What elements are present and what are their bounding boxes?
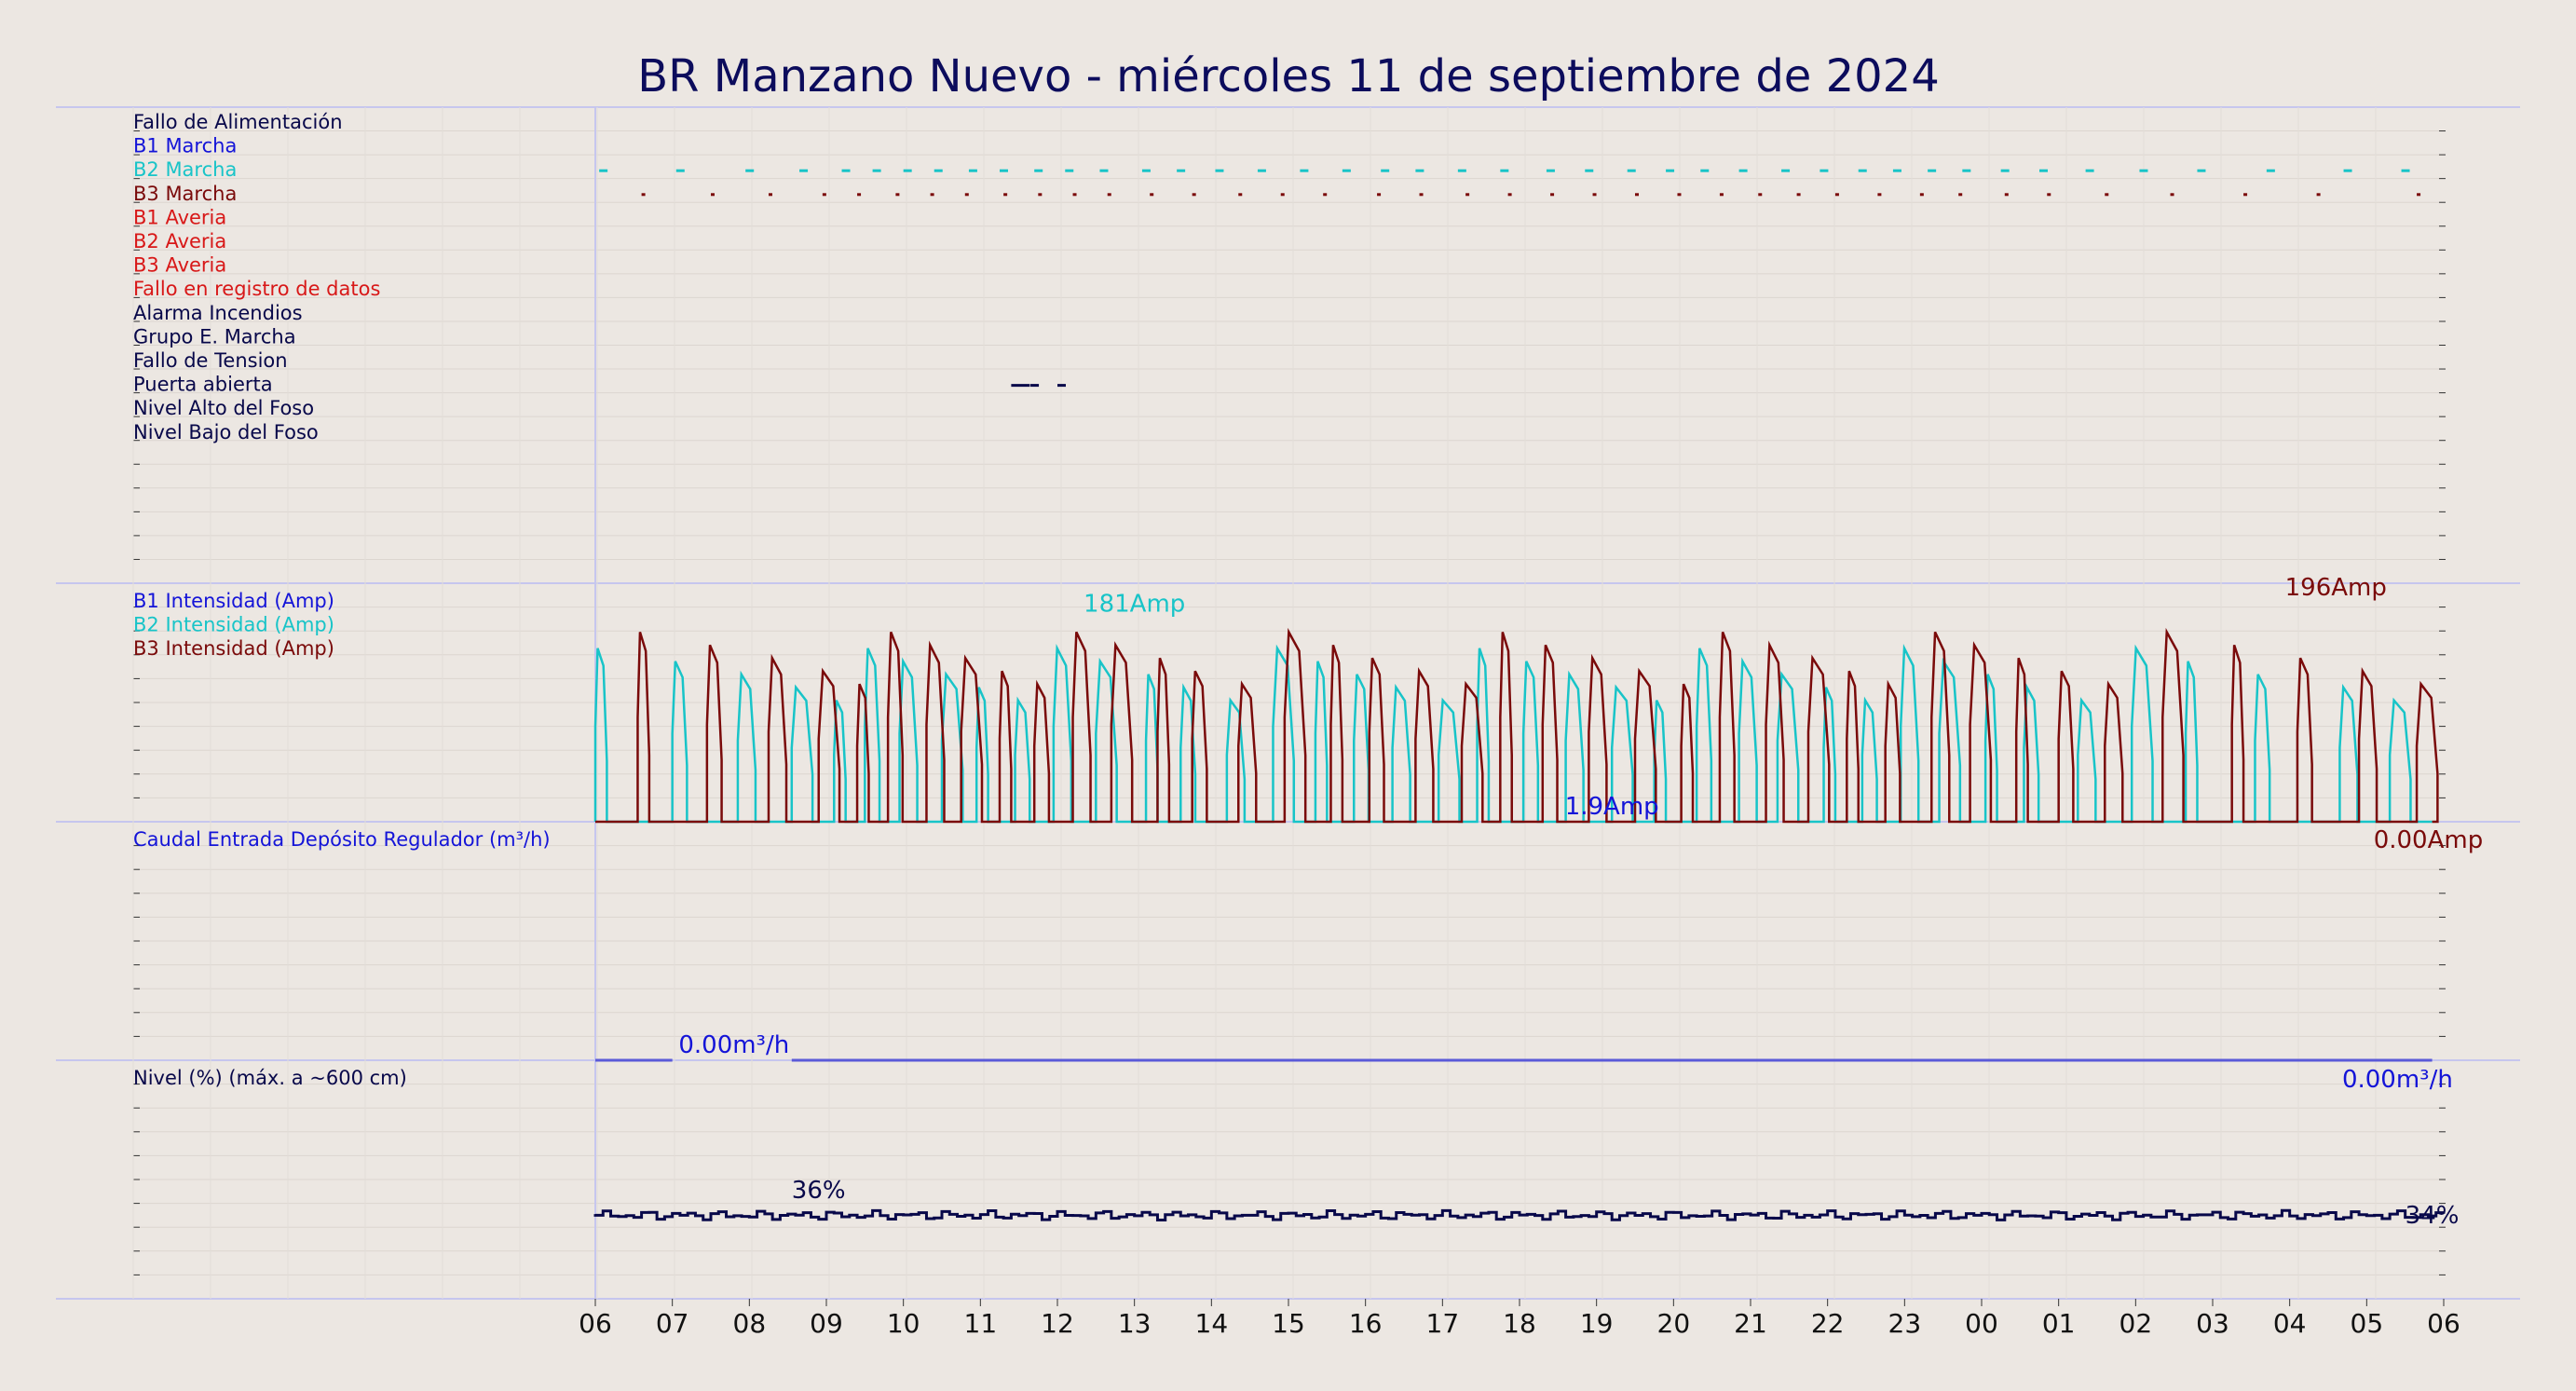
series-label: Puerta abierta	[133, 374, 273, 396]
x-tick-label: 20	[1657, 1308, 1691, 1339]
data-label: 36%	[792, 1177, 846, 1205]
x-tick-label: 07	[656, 1308, 689, 1339]
data-label: 0.00m³/h	[2342, 1066, 2453, 1094]
series-label: B1 Averia	[133, 206, 226, 228]
caudal-panel: Caudal Entrada Depósito Regulador (m³/h)…	[133, 828, 2453, 1094]
x-tick-label: 16	[1349, 1308, 1383, 1339]
data-label: 1.9Amp	[1565, 793, 1659, 821]
x-tick-label: 09	[810, 1308, 843, 1339]
series-label: B1 Marcha	[133, 135, 237, 157]
x-axis: 06 07 08 09 10 11 12 13 14 15 16 17 18 19 20 21 22 23 00 01…	[579, 1299, 2460, 1339]
x-tick-label: 00	[1965, 1308, 1998, 1339]
x-tick-label: 02	[2119, 1308, 2153, 1339]
x-tick-label: 03	[2196, 1308, 2229, 1339]
x-tick-label: 18	[1503, 1308, 1536, 1339]
series-label: Nivel (%) (máx. a ~600 cm)	[133, 1067, 407, 1089]
series-label: Grupo E. Marcha	[133, 325, 296, 348]
x-tick-label: 05	[2351, 1308, 2384, 1339]
series-label: Nivel Alto del Foso	[133, 397, 314, 419]
x-tick-label: 01	[2042, 1308, 2076, 1339]
x-tick-label: 06	[579, 1308, 612, 1339]
intensidad-panel: B1 Intensidad (Amp)B2 Intensidad (Amp)B3…	[133, 574, 2483, 854]
chart-title: BR Manzano Nuevo - miércoles 11 de septi…	[637, 50, 1940, 102]
x-tick-label: 15	[1272, 1308, 1305, 1339]
x-tick-label: 22	[1811, 1308, 1845, 1339]
x-tick-label: 08	[733, 1308, 767, 1339]
series-line	[595, 627, 2439, 824]
x-tick-label: 17	[1426, 1308, 1460, 1339]
x-tick-label: 11	[964, 1308, 998, 1339]
x-tick-label: 21	[1734, 1308, 1767, 1339]
x-tick-label: 19	[1580, 1308, 1614, 1339]
x-tick-label: 12	[1041, 1308, 1074, 1339]
series-label: Fallo en registro de datos	[133, 278, 380, 300]
data-label: 34%	[2406, 1202, 2460, 1230]
data-label: 0.00Amp	[2374, 826, 2484, 854]
series-line	[593, 1208, 2446, 1222]
series-label: B2 Marcha	[133, 158, 237, 181]
x-tick-label: 06	[2427, 1308, 2460, 1339]
series-label: Caudal Entrada Depósito Regulador (m³/h)	[133, 828, 551, 851]
series-label: B1 Intensidad (Amp)	[133, 590, 334, 612]
series-label: Fallo de Alimentación	[133, 111, 343, 133]
series-label: Nivel Bajo del Foso	[133, 421, 319, 443]
x-tick-label: 23	[1888, 1308, 1922, 1339]
series-label: Alarma Incendios	[133, 302, 303, 324]
x-tick-label: 14	[1195, 1308, 1229, 1339]
nivel-panel: Nivel (%) (máx. a ~600 cm) 36% 34%	[133, 1067, 2459, 1230]
data-label: 196Amp	[2285, 574, 2387, 602]
data-label: 181Amp	[1084, 590, 1185, 618]
series-label: Fallo de Tension	[133, 349, 288, 372]
series-label: B3 Averia	[133, 254, 226, 277]
series-label: B3 Marcha	[133, 183, 237, 205]
x-tick-label: 10	[887, 1308, 920, 1339]
x-tick-label: 04	[2273, 1308, 2307, 1339]
data-label: 0.00m³/h	[678, 1031, 789, 1059]
series-label: B2 Intensidad (Amp)	[133, 614, 334, 636]
series-label: B3 Intensidad (Amp)	[133, 637, 334, 660]
series-label: B2 Averia	[133, 230, 226, 252]
x-tick-label: 13	[1118, 1308, 1152, 1339]
series-line	[593, 644, 2433, 824]
